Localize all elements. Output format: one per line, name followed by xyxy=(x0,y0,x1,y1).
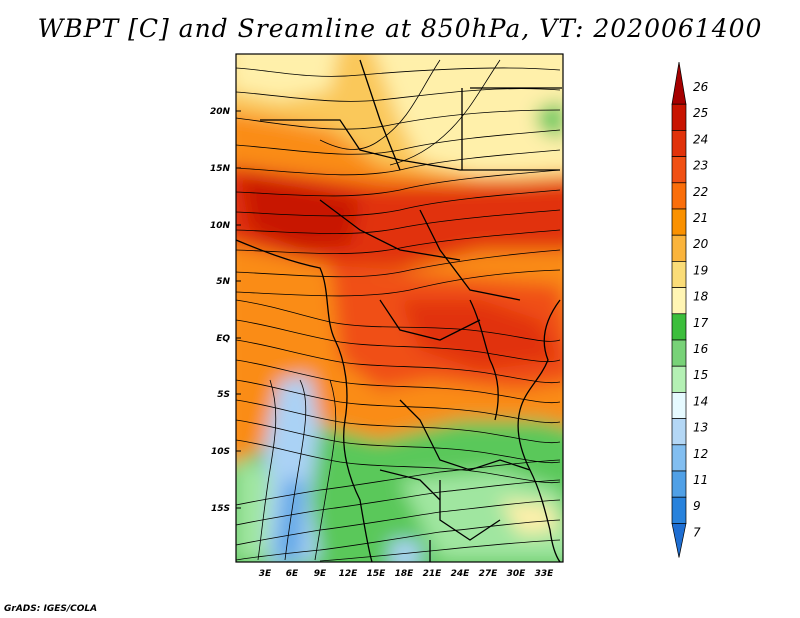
colorbar-swatch xyxy=(671,523,687,558)
colorbar-label: 26 xyxy=(693,80,709,94)
colorbar-swatch xyxy=(671,103,687,131)
colorbar-swatch xyxy=(671,287,687,315)
colorbar-swatch xyxy=(671,365,687,393)
colorbar: 26 25 24 23 22 21 20 19 18 17 16 15 14 13 12 11 9 7 xyxy=(671,61,709,558)
lon-label: 18E xyxy=(395,569,415,579)
colorbar-label: 21 xyxy=(693,211,708,225)
colorbar-swatch xyxy=(671,261,687,288)
colorbar-label: 25 xyxy=(693,106,708,120)
colorbar-label: 7 xyxy=(693,525,701,539)
lon-label: 6E xyxy=(286,569,299,579)
footer-credit: GrADS: IGES/COLA xyxy=(4,604,98,614)
streamlines xyxy=(236,59,561,562)
colorbar-label: 20 xyxy=(693,237,709,251)
lon-label: 30E xyxy=(507,569,527,579)
colorbar-label: 13 xyxy=(693,421,708,435)
wbpt-field xyxy=(236,54,563,562)
lon-label: 27E xyxy=(479,569,499,579)
colorbar-swatch xyxy=(671,130,687,157)
colorbar-swatch xyxy=(671,392,687,419)
lat-label: 20N xyxy=(210,107,231,117)
colorbar-swatch xyxy=(671,339,687,367)
colorbar-label: 22 xyxy=(693,185,708,199)
lon-label: 24E xyxy=(451,569,471,579)
colorbar-swatch xyxy=(671,444,687,472)
map-frame xyxy=(235,53,564,563)
lat-label: 5S xyxy=(217,390,230,400)
lon-label: 33E xyxy=(535,569,555,579)
latitude-axis: 20N 15N 10N 5N EQ 5S 10S 15S xyxy=(210,107,241,514)
lat-label: 15N xyxy=(210,164,231,174)
lat-label: EQ xyxy=(216,334,230,344)
colorbar-swatch xyxy=(671,156,687,184)
colorbar-label: 12 xyxy=(693,447,708,461)
lon-label: 9E xyxy=(314,569,327,579)
colorbar-label: 18 xyxy=(693,290,709,304)
colorbar-label: 23 xyxy=(693,159,708,173)
colorbar-label: 11 xyxy=(693,473,708,487)
colorbar-swatch xyxy=(671,234,687,262)
colorbar-swatch xyxy=(671,470,687,498)
map-title: WBPT [C] and Sreamline at 850hPa, VT: 20… xyxy=(37,14,763,43)
colorbar-label: 17 xyxy=(693,316,709,330)
colorbar-swatch xyxy=(671,313,687,341)
colorbar-label: 15 xyxy=(693,368,708,382)
lon-label: 15E xyxy=(367,569,387,579)
colorbar-swatch xyxy=(671,496,687,524)
lat-label: 15S xyxy=(211,504,230,514)
colorbar-label: 14 xyxy=(693,394,708,408)
lon-label: 21E xyxy=(423,569,443,579)
longitude-axis: 3E 6E 9E 12E 15E 18E 21E 24E 27E 30E 33E xyxy=(259,569,554,579)
lat-label: 5N xyxy=(216,277,230,287)
coastlines xyxy=(236,59,562,562)
lat-label: 10S xyxy=(211,447,230,457)
colorbar-swatch xyxy=(671,418,687,446)
colorbar-label: 16 xyxy=(693,342,709,356)
colorbar-swatch xyxy=(671,61,687,105)
lon-label: 3E xyxy=(259,569,272,579)
lon-label: 12E xyxy=(339,569,359,579)
colorbar-label: 24 xyxy=(693,132,708,146)
colorbar-label: 9 xyxy=(693,499,701,513)
colorbar-swatch xyxy=(671,182,687,210)
colorbar-label: 19 xyxy=(693,263,708,277)
lat-label: 10N xyxy=(210,221,231,231)
colorbar-swatch xyxy=(671,208,687,236)
